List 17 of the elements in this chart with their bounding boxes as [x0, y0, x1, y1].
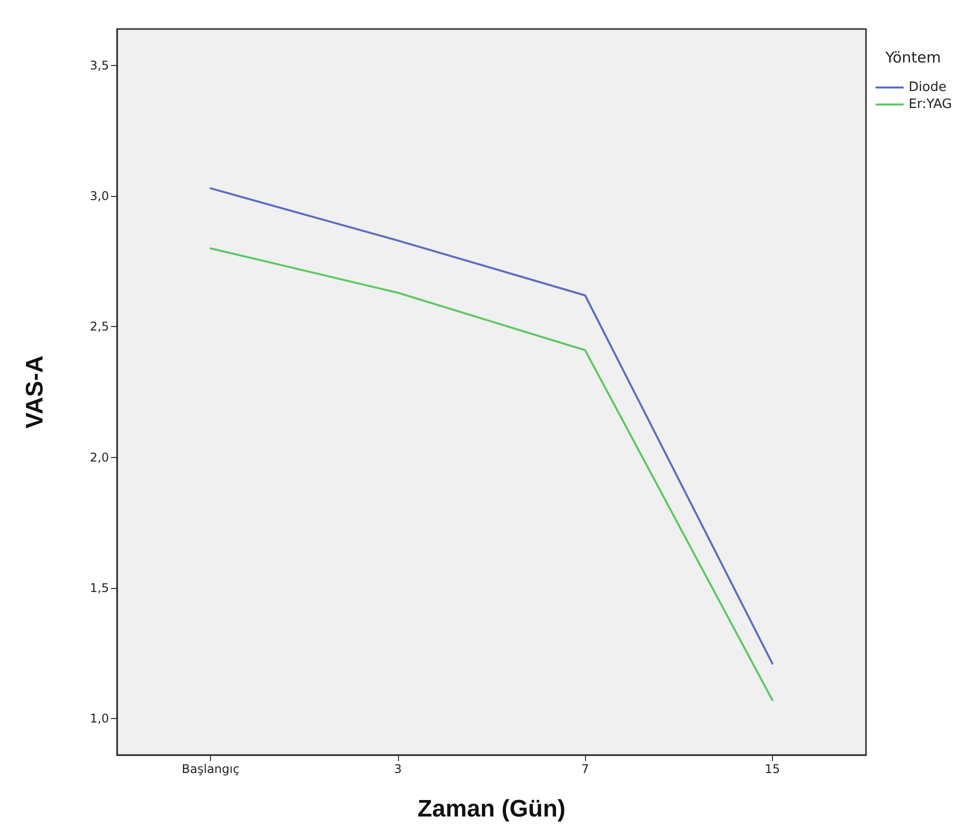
line-series — [210, 247, 774, 702]
x-tick-label: 3 — [394, 762, 402, 776]
x-axis-title: Zaman (Gün) — [418, 796, 566, 822]
y-tick-label: 1,5 — [90, 580, 109, 595]
line-series — [210, 187, 774, 665]
x-tick-label: Başlangıç — [182, 762, 240, 776]
y-axis-title: VAS-A — [22, 356, 48, 428]
x-tick-label: 15 — [764, 762, 780, 776]
y-tick-label: 1,0 — [90, 711, 109, 726]
legend-title: Yöntem — [884, 48, 941, 66]
legend-label: Diode — [908, 80, 946, 95]
y-tick-label: 2,0 — [90, 450, 109, 464]
y-tick-label: 3,5 — [90, 58, 109, 73]
y-tick-label: 2,5 — [90, 320, 109, 334]
legend-label: Er:YAG — [908, 97, 952, 112]
y-tick-label: 3,0 — [90, 189, 109, 204]
x-tick-label: 7 — [581, 762, 589, 776]
